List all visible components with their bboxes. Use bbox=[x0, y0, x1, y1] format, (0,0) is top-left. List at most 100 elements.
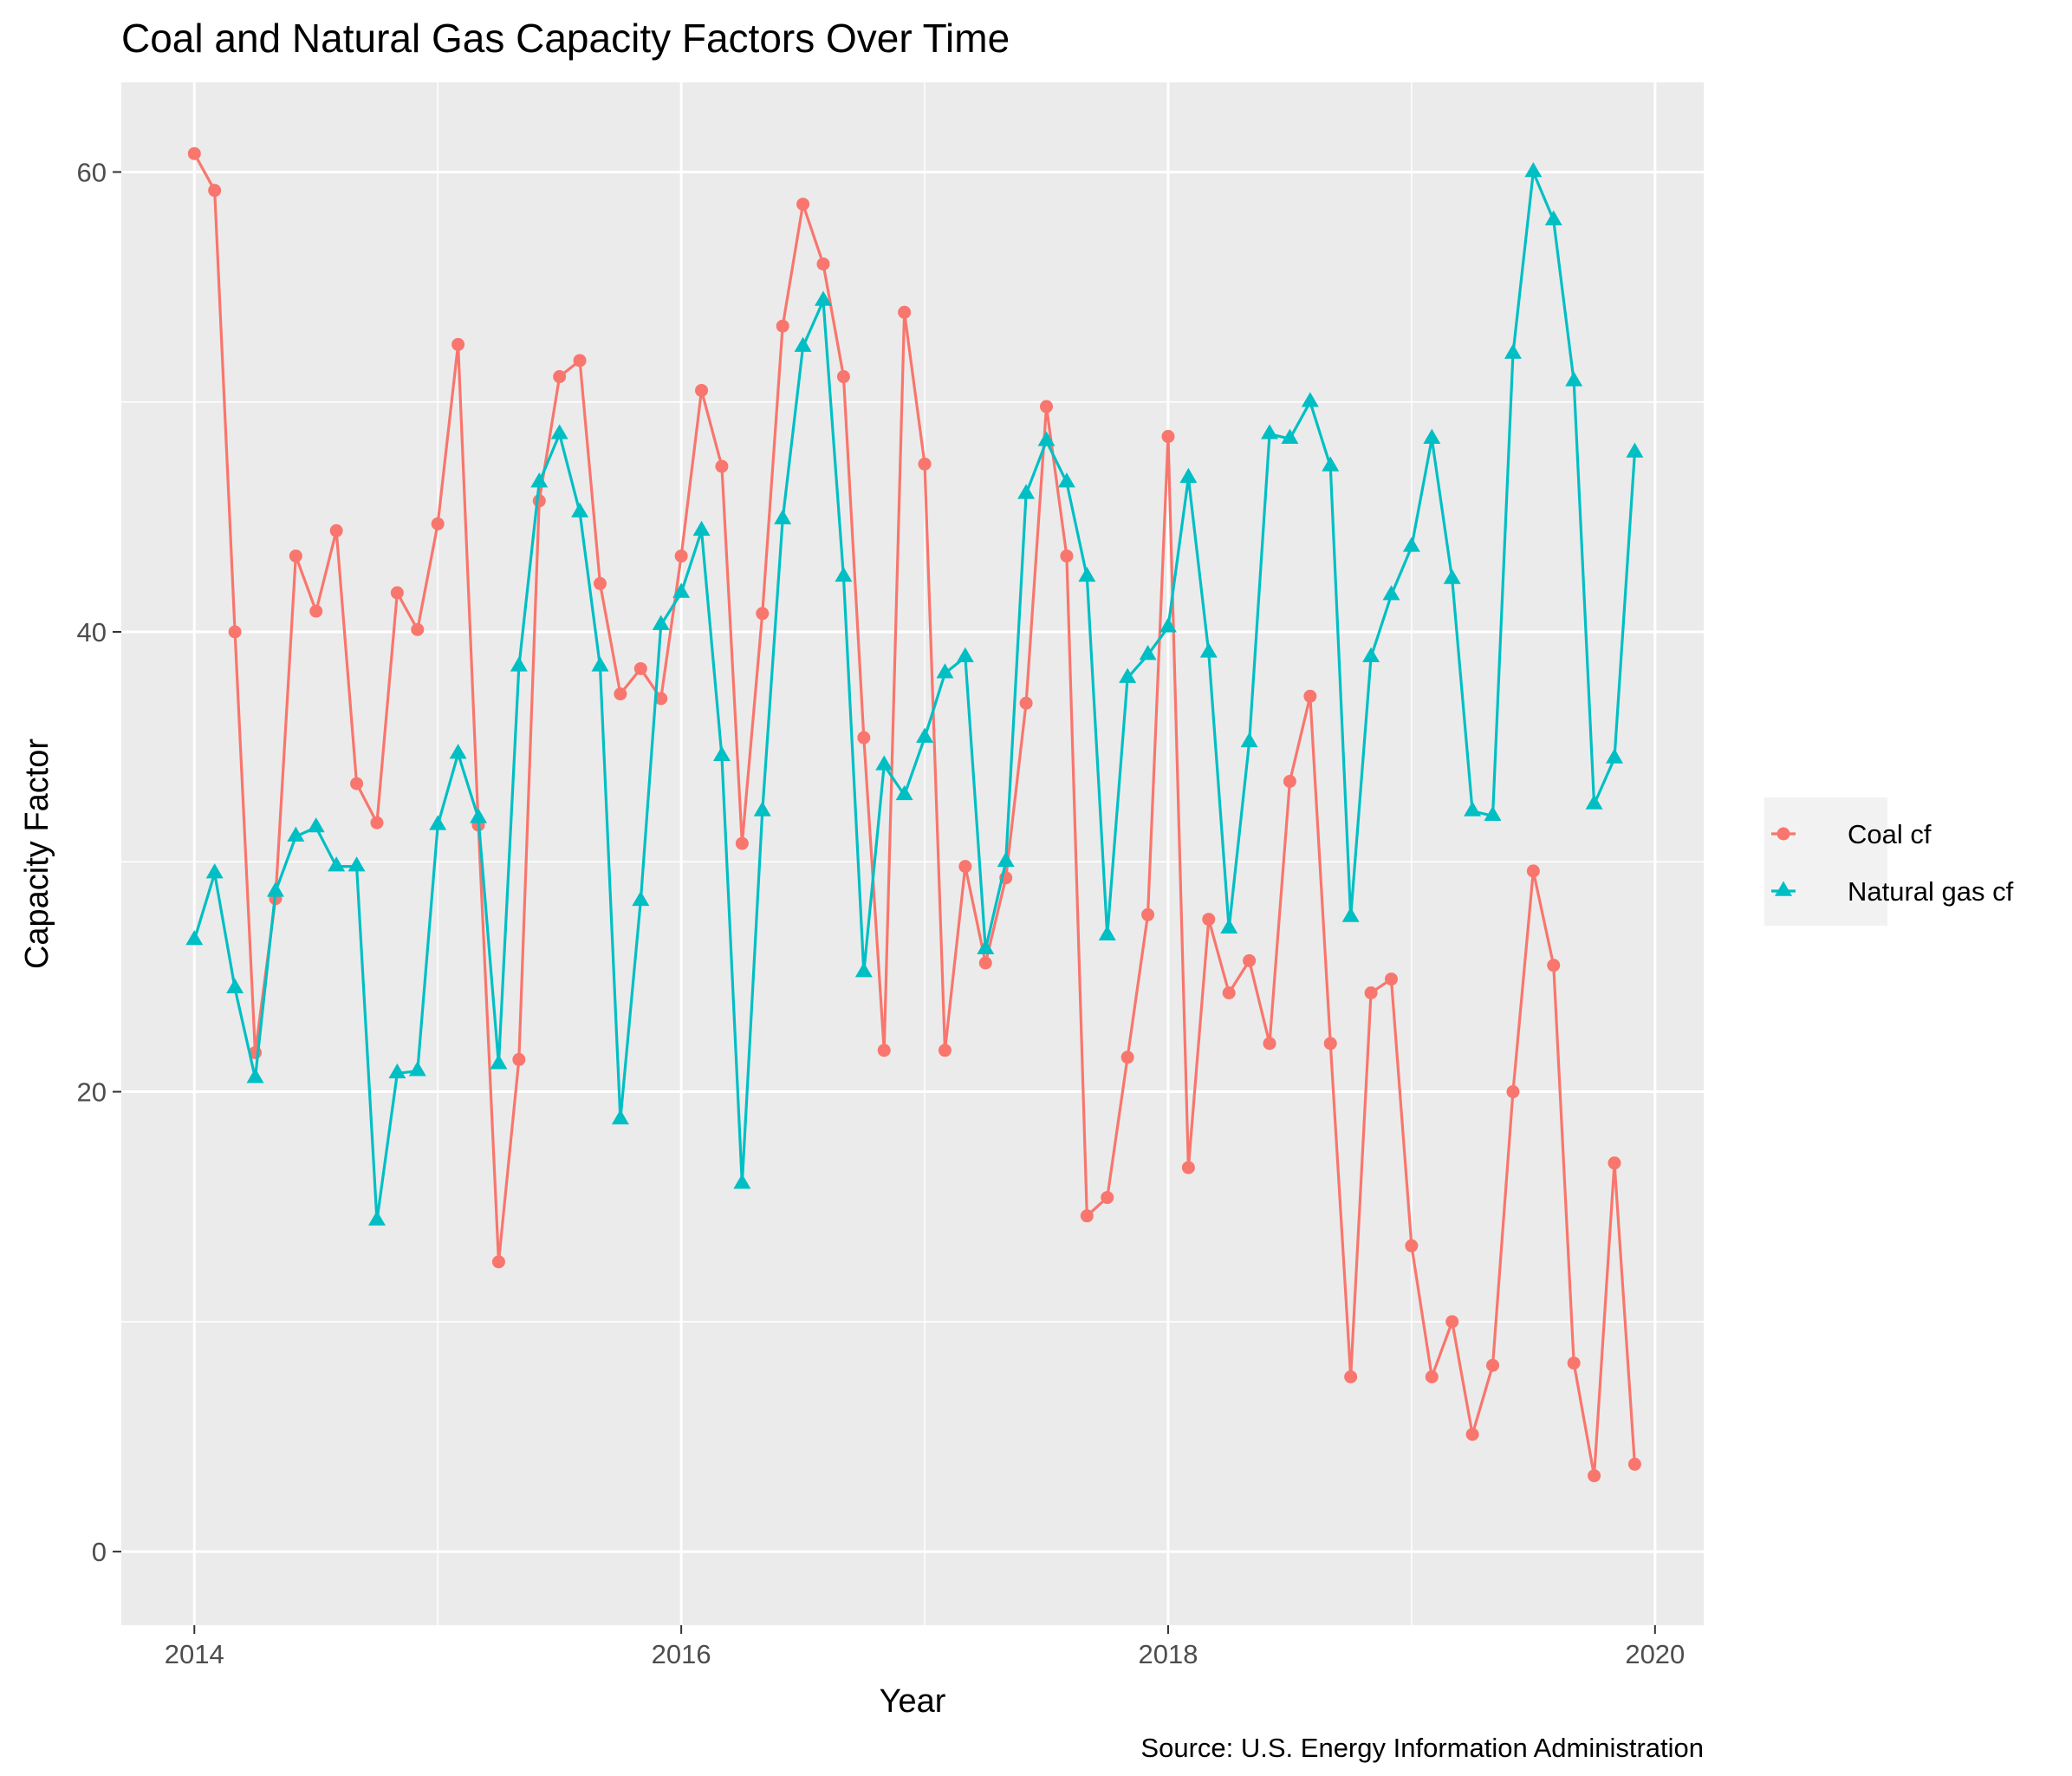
data-point-coal bbox=[573, 354, 587, 368]
data-point-coal bbox=[978, 956, 992, 970]
data-point-gas bbox=[712, 745, 731, 762]
data-point-gas bbox=[1261, 424, 1279, 439]
legend-key-marker bbox=[1776, 827, 1790, 841]
data-point-coal bbox=[796, 198, 810, 211]
data-point-coal bbox=[1445, 1315, 1459, 1329]
data-point-coal bbox=[816, 257, 830, 271]
data-point-gas bbox=[205, 863, 224, 879]
data-point-gas bbox=[611, 1109, 629, 1125]
data-point-coal bbox=[633, 661, 647, 675]
data-point-coal bbox=[1141, 908, 1155, 921]
plot-panel bbox=[121, 82, 1704, 1625]
x-tick-label: 2016 bbox=[652, 1639, 711, 1669]
data-point-coal bbox=[1019, 696, 1033, 710]
grid-minor bbox=[121, 82, 1704, 1625]
data-point-coal bbox=[1344, 1370, 1358, 1384]
data-point-gas bbox=[388, 1063, 406, 1079]
data-point-gas bbox=[794, 336, 812, 352]
data-point-coal bbox=[1181, 1161, 1195, 1174]
data-point-gas bbox=[753, 801, 771, 816]
series-line-gas bbox=[192, 170, 1637, 1222]
data-point-coal bbox=[1506, 1085, 1520, 1099]
data-point-coal bbox=[1486, 1358, 1500, 1372]
data-point-coal bbox=[938, 1044, 952, 1057]
data-point-gas bbox=[185, 929, 204, 946]
data-point-gas bbox=[1443, 569, 1461, 584]
data-point-gas bbox=[408, 1061, 426, 1077]
data-point-gas bbox=[1484, 805, 1502, 822]
data-point-gas bbox=[307, 816, 325, 833]
data-point-gas bbox=[328, 856, 346, 872]
legend: Coal cf Natural gas cf bbox=[1764, 797, 2014, 926]
data-point-gas bbox=[1544, 210, 1562, 225]
data-point-coal bbox=[411, 622, 425, 636]
data-point-gas bbox=[774, 509, 792, 524]
legend-background bbox=[1764, 797, 1887, 926]
data-point-gas bbox=[1362, 647, 1380, 662]
data-point-coal bbox=[512, 1052, 526, 1066]
data-point-coal bbox=[1101, 1191, 1114, 1205]
data-point-coal bbox=[898, 305, 912, 319]
x-tick-label: 2018 bbox=[1138, 1639, 1198, 1669]
data-point-gas bbox=[1078, 566, 1096, 582]
y-tick-label: 20 bbox=[77, 1077, 107, 1108]
data-point-coal bbox=[1080, 1209, 1094, 1223]
axis-layer: 2014 2016 2018 2020 0 20 40 60 bbox=[77, 157, 1686, 1669]
data-point-coal bbox=[958, 860, 972, 874]
data-point-coal bbox=[532, 494, 546, 508]
data-point-gas bbox=[895, 784, 913, 801]
data-point-gas bbox=[814, 290, 832, 306]
data-point-gas bbox=[1322, 456, 1340, 472]
data-point-gas bbox=[246, 1068, 264, 1083]
data-point-gas bbox=[936, 663, 954, 679]
data-point-coal bbox=[1202, 913, 1216, 927]
data-point-coal bbox=[674, 549, 688, 563]
y-tick-label: 0 bbox=[92, 1537, 107, 1567]
data-point-gas bbox=[1626, 442, 1644, 458]
data-point-gas bbox=[1098, 925, 1116, 940]
data-point-gas bbox=[510, 656, 528, 672]
data-point-gas bbox=[1119, 667, 1137, 683]
data-point-coal bbox=[776, 319, 789, 333]
data-point-coal bbox=[1526, 864, 1540, 878]
data-point-gas bbox=[449, 744, 467, 759]
data-point-gas bbox=[1464, 801, 1482, 816]
data-point-gas bbox=[470, 808, 488, 823]
data-point-coal bbox=[836, 370, 850, 384]
data-point-coal bbox=[695, 383, 709, 397]
data-point-coal bbox=[715, 459, 729, 473]
data-point-coal bbox=[553, 370, 567, 384]
data-point-gas bbox=[530, 472, 549, 488]
data-point-gas bbox=[1159, 617, 1177, 633]
data-point-gas bbox=[1504, 343, 1522, 359]
data-point-gas bbox=[550, 424, 568, 439]
data-point-coal bbox=[1405, 1239, 1419, 1252]
data-point-gas bbox=[1382, 585, 1400, 601]
data-point-gas bbox=[226, 978, 244, 993]
data-point-gas bbox=[347, 856, 366, 872]
data-point-coal bbox=[1283, 774, 1296, 788]
data-point-gas bbox=[266, 881, 284, 897]
data-point-coal bbox=[1608, 1156, 1621, 1170]
data-point-gas bbox=[1423, 428, 1441, 444]
data-point-coal bbox=[350, 777, 364, 790]
data-point-coal bbox=[1323, 1037, 1337, 1051]
data-point-gas bbox=[1565, 371, 1583, 387]
data-point-coal bbox=[1627, 1457, 1641, 1471]
data-point-gas bbox=[733, 1174, 751, 1189]
data-point-coal bbox=[1547, 959, 1561, 973]
data-point-gas bbox=[1139, 645, 1157, 660]
data-point-coal bbox=[1465, 1428, 1479, 1441]
data-point-coal bbox=[1364, 986, 1378, 999]
data-point-gas bbox=[977, 939, 995, 954]
data-point-gas bbox=[1281, 428, 1299, 444]
x-axis-label: Year bbox=[880, 1683, 946, 1720]
data-point-gas bbox=[571, 502, 589, 517]
data-point-gas bbox=[1037, 431, 1055, 446]
data-point-coal bbox=[857, 731, 871, 745]
data-point-gas bbox=[1585, 794, 1603, 810]
data-point-gas bbox=[916, 727, 934, 743]
y-tick-label: 60 bbox=[77, 157, 107, 187]
